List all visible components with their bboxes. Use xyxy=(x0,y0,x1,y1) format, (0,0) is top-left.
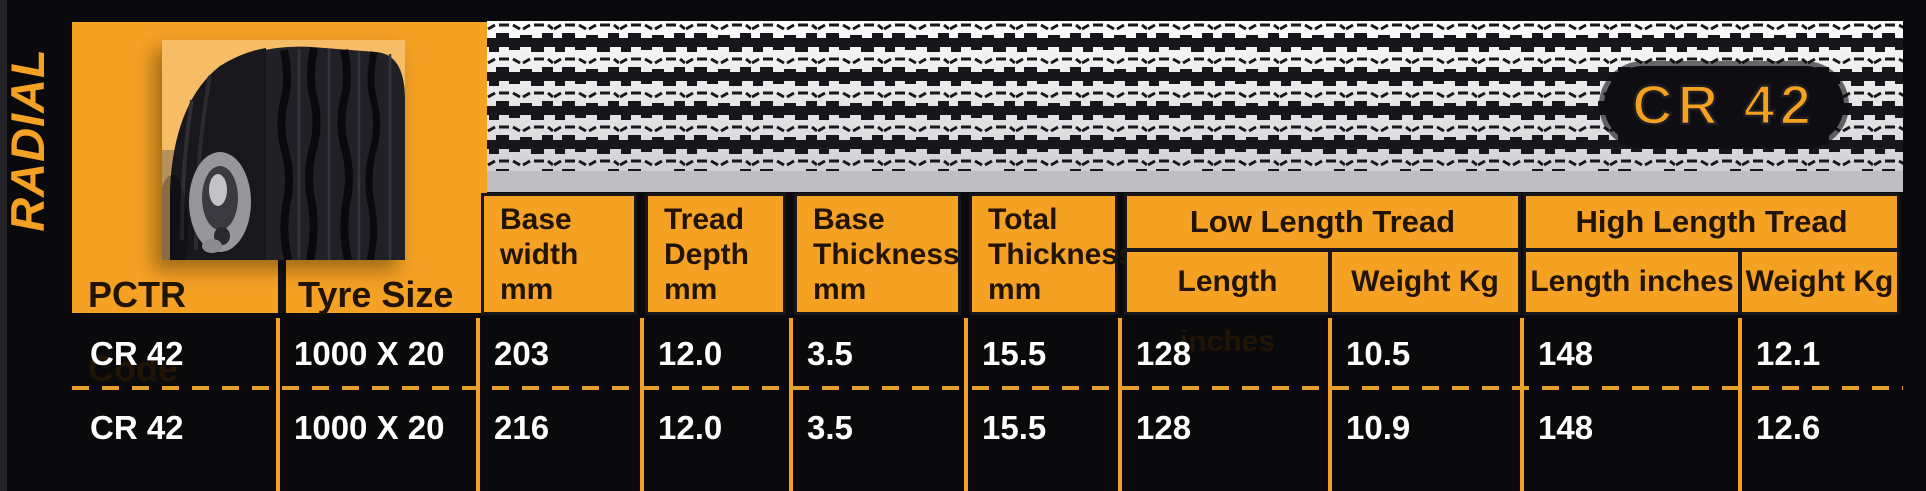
header-tread-depth: Tread Depth mm xyxy=(645,193,786,315)
header-total-thickness: Total Thickness mm xyxy=(969,193,1135,315)
column-divider xyxy=(1328,318,1332,491)
tyre-panel: PCTR Code Tyre Size xyxy=(72,22,487,389)
tyre-photo xyxy=(156,40,405,285)
group-divider xyxy=(1738,252,1742,312)
group-divider xyxy=(1127,248,1518,252)
cell-low-length: 128 xyxy=(1136,335,1192,372)
cell-tread-depth: 12.0 xyxy=(658,409,723,446)
cell-pctr-code: CR 42 xyxy=(90,335,184,372)
header-group-low-length-tread: Low Length Tread Length inches Weight Kg xyxy=(1124,193,1521,358)
column-divider xyxy=(1520,318,1524,491)
cell-total-thickness: 15.5 xyxy=(982,335,1047,372)
cell-low-weight: 10.5 xyxy=(1346,335,1411,372)
cell-base-thickness: 3.5 xyxy=(807,409,853,446)
column-divider xyxy=(964,318,968,491)
radial-side-label: RADIAL xyxy=(1,48,54,232)
cell-total-thickness: 15.5 xyxy=(982,409,1047,446)
left-edge-strip xyxy=(0,0,7,491)
column-divider xyxy=(789,318,793,491)
header-low-weight-kg: Weight Kg xyxy=(1351,265,1499,298)
header-base-width: Base width mm xyxy=(481,193,637,315)
cell-tyre-size: 1000 X 20 xyxy=(294,409,445,446)
column-divider xyxy=(276,318,280,491)
header-high-weight-kg: Weight Kg xyxy=(1745,265,1894,298)
column-divider xyxy=(1738,318,1742,491)
cell-tread-depth: 12.0 xyxy=(658,335,723,372)
cell-base-width: 203 xyxy=(494,335,550,372)
cell-low-weight: 10.9 xyxy=(1346,409,1411,446)
header-group-high-length-tread: High Length Tread Length inches Weight K… xyxy=(1523,193,1900,315)
cell-high-weight: 12.1 xyxy=(1756,335,1821,372)
header-high-length-inches: Length inches xyxy=(1530,265,1734,298)
cell-base-width: 216 xyxy=(494,409,550,446)
row-divider-dashed xyxy=(72,386,1903,390)
cell-high-weight: 12.6 xyxy=(1756,409,1821,446)
group-label: Low Length Tread xyxy=(1189,204,1456,239)
table-row: CR 42 1000 X 20 216 12.0 3.5 15.5 128 10… xyxy=(72,394,1903,462)
product-code-badge: CR 42 xyxy=(1604,66,1844,144)
header-pctr-code: PCTR Code xyxy=(88,274,186,389)
header-low-length-inches: Length inches xyxy=(1177,265,1278,358)
cell-base-thickness: 3.5 xyxy=(807,335,853,372)
cell-high-length: 148 xyxy=(1538,335,1594,372)
group-divider xyxy=(1328,252,1332,312)
header-base-thickness: Base Thickness mm xyxy=(794,193,961,315)
cell-pctr-code: CR 42 xyxy=(90,409,184,446)
cell-high-length: 148 xyxy=(1538,409,1594,446)
header-tyre-size: Tyre Size xyxy=(298,274,454,315)
group-label: High Length Tread xyxy=(1575,204,1848,239)
column-divider xyxy=(1118,318,1122,491)
cell-tyre-size: 1000 X 20 xyxy=(294,335,445,372)
tyre-photo-graphic xyxy=(156,40,405,285)
tread-pattern-band: CR 42 xyxy=(487,21,1903,192)
cell-low-length: 128 xyxy=(1136,409,1192,446)
group-divider xyxy=(1526,248,1897,252)
column-divider xyxy=(476,318,480,491)
column-divider xyxy=(640,318,644,491)
table-row: CR 42 1000 X 20 203 12.0 3.5 15.5 128 10… xyxy=(72,320,1903,388)
